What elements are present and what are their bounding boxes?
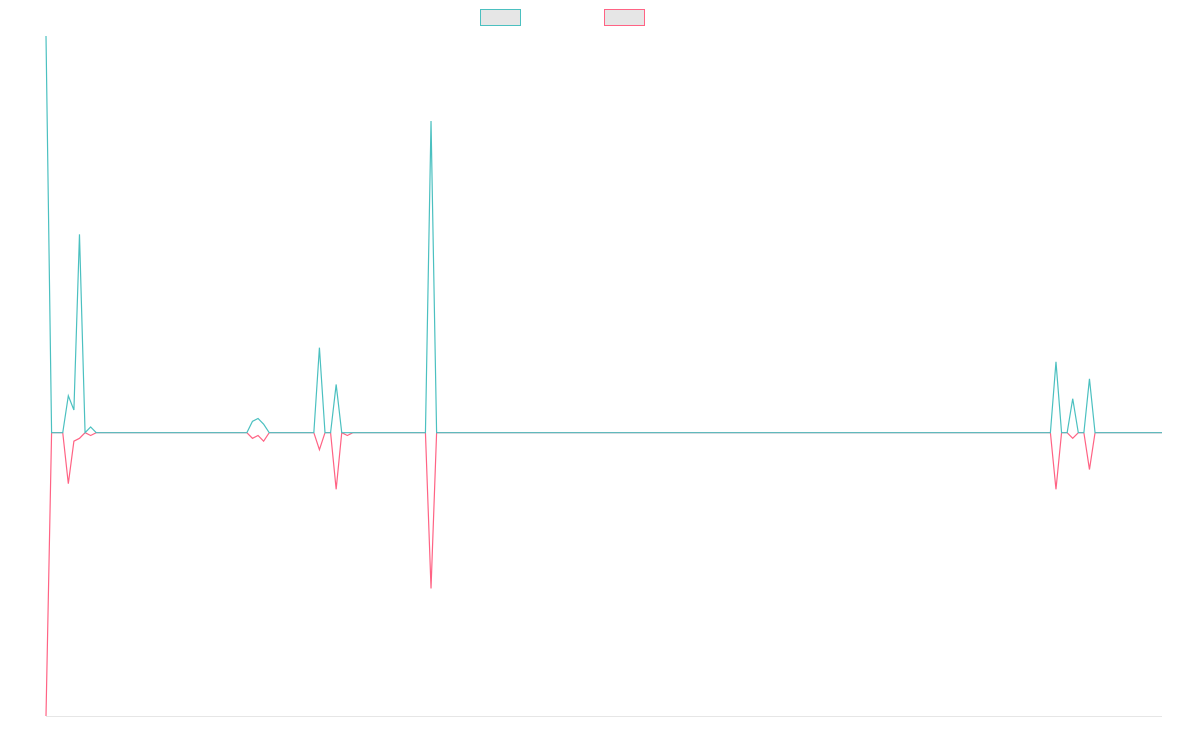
series-group (45, 35, 1162, 717)
legend-swatch-2[interactable] (604, 9, 645, 26)
series-line-1[interactable] (45, 35, 1162, 435)
legend-swatch-1[interactable] (480, 9, 521, 26)
legend (480, 9, 645, 26)
series-line-2[interactable] (45, 431, 1162, 717)
